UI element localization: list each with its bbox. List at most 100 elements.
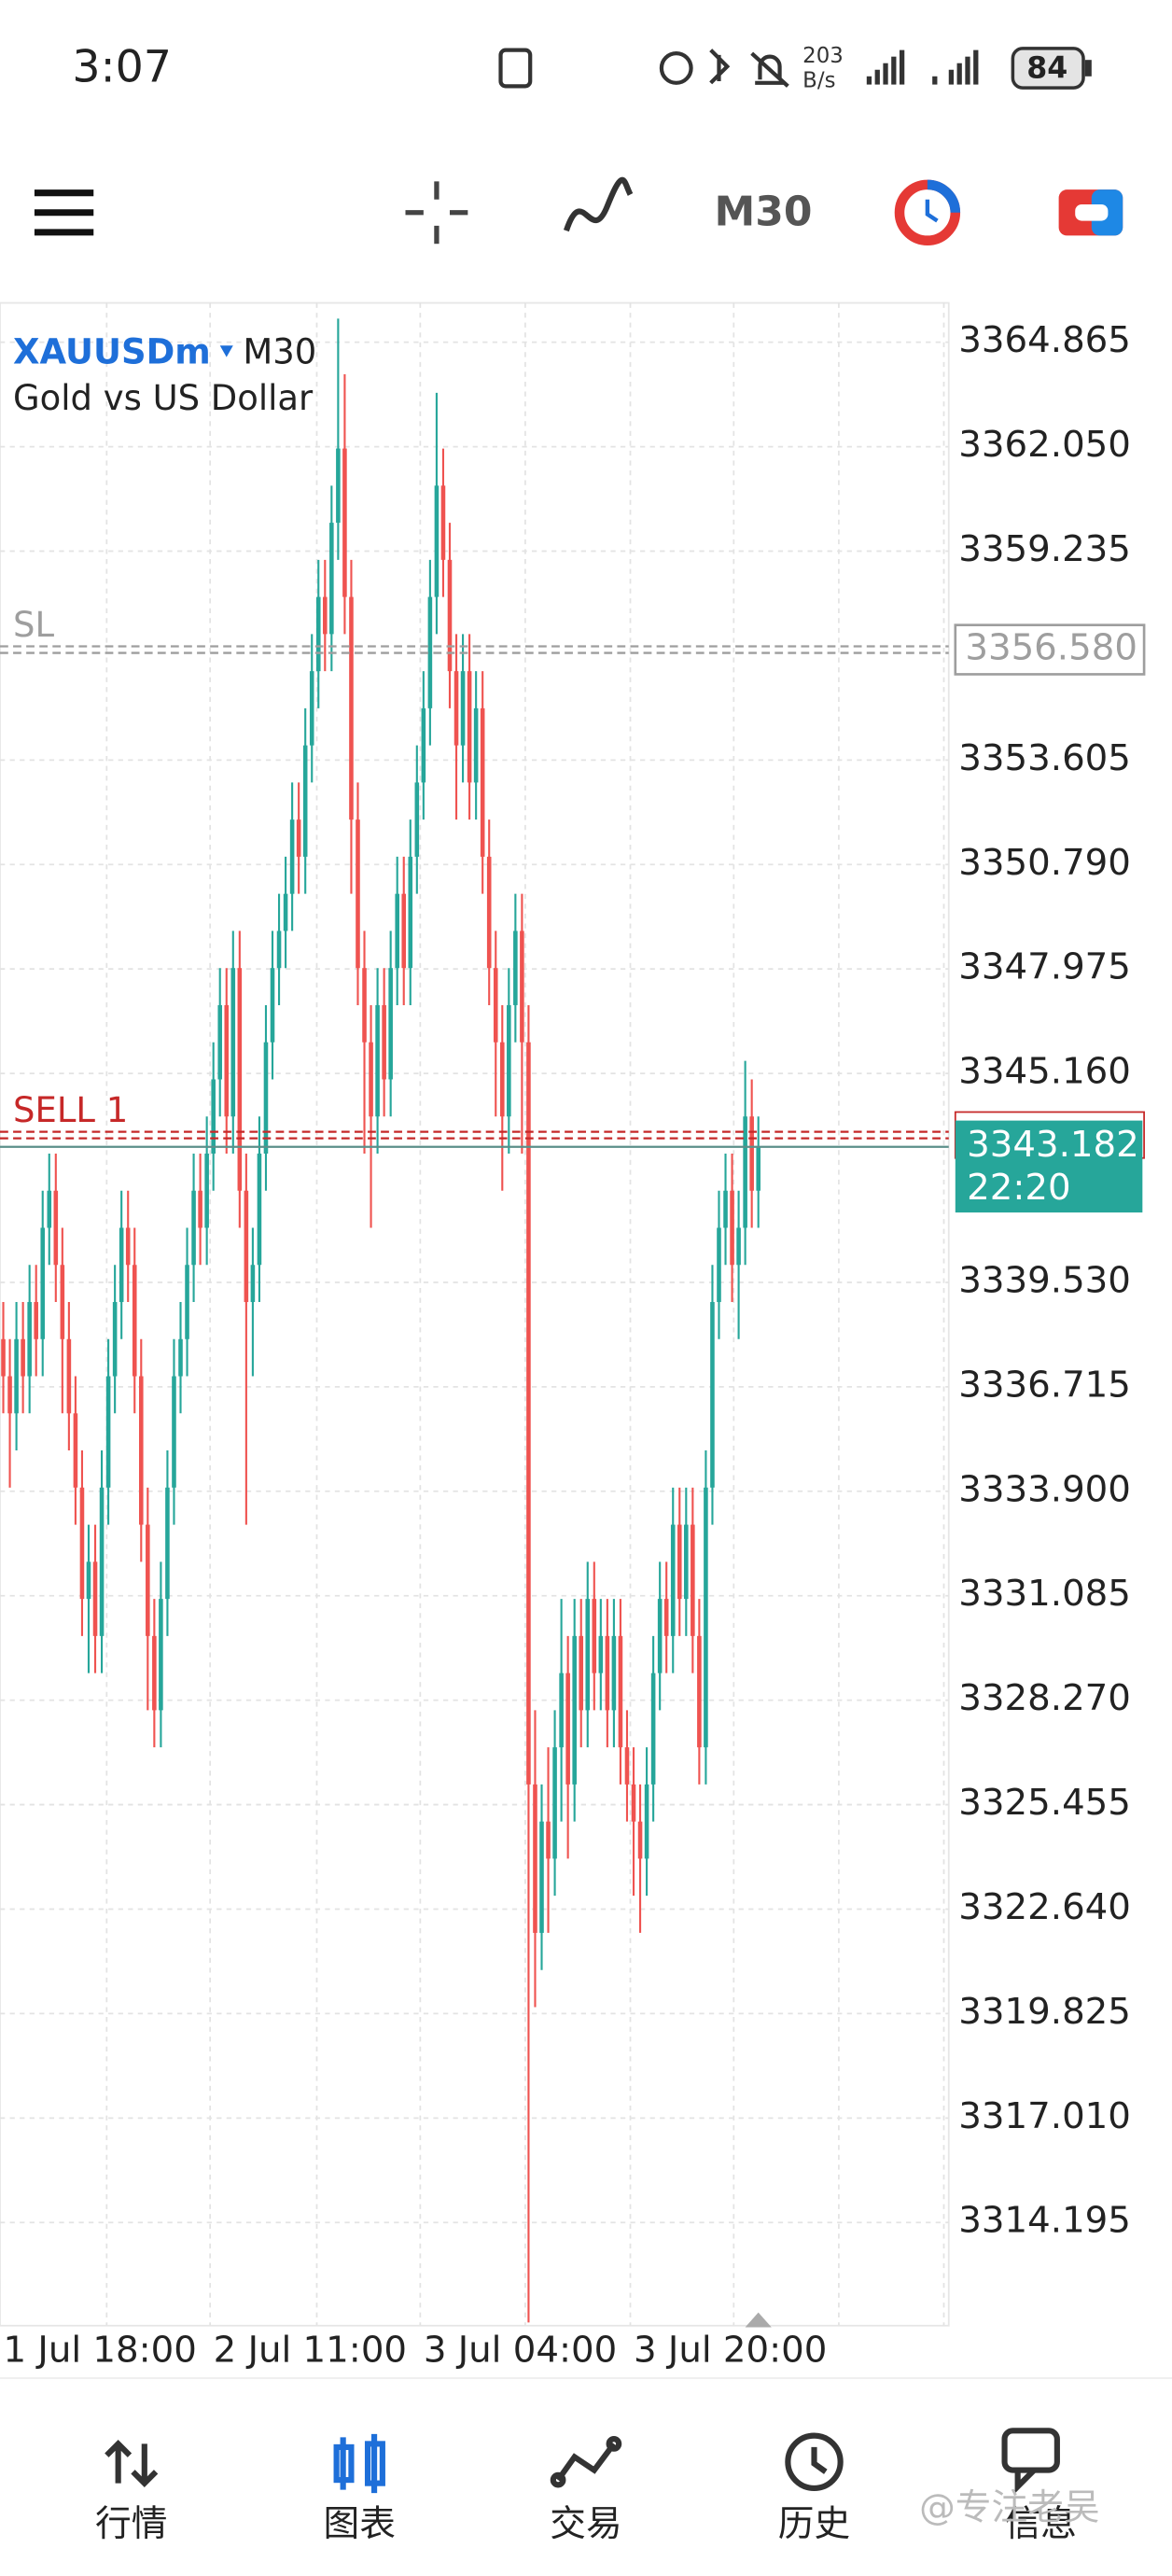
candle-body: [34, 1302, 38, 1339]
candle-body: [513, 931, 518, 1005]
nav-label[interactable]: 行情: [95, 2503, 167, 2545]
candle-body: [47, 1190, 52, 1228]
candle-body: [217, 1004, 223, 1080]
y-tick-label: 3345.160: [958, 1051, 1131, 1093]
candle-body: [257, 1153, 262, 1266]
candle-body: [329, 523, 334, 635]
price-tag: [954, 623, 1146, 676]
indicators-button[interactable]: [563, 176, 634, 232]
symbol-dropdown[interactable]: [219, 345, 233, 357]
candle-body: [375, 1004, 380, 1117]
axis-labels: 3364.865 3362.050 3359.235 3353.605 3350.790…: [4, 319, 1131, 2371]
candle-body: [546, 1821, 551, 1859]
candle-body: [165, 1487, 170, 1600]
candle-body: [283, 893, 288, 931]
y-tick-label: 3362.050: [958, 424, 1131, 466]
y-tick-label: 3359.235: [958, 528, 1131, 570]
candle-body: [520, 931, 524, 1043]
candle-body: [650, 1673, 656, 1785]
objects-button[interactable]: [894, 179, 961, 245]
candle-body: [533, 1784, 537, 1933]
order-line-name: SELL 1: [13, 1090, 128, 1130]
candle-body: [631, 1784, 636, 1822]
candle-body: [73, 1413, 78, 1488]
nav-icon-chart[interactable]: [333, 2433, 385, 2494]
candle-body: [382, 1004, 386, 1080]
candle-body: [224, 1004, 230, 1117]
candle-body: [730, 1190, 734, 1266]
symbol-description: Gold vs US Dollar: [13, 378, 314, 418]
candle-body: [572, 1635, 577, 1785]
candle-body: [663, 1599, 669, 1636]
candle-body: [611, 1635, 617, 1711]
candle-body: [605, 1635, 610, 1711]
crosshair-button[interactable]: [405, 181, 468, 245]
nav-label[interactable]: 交易: [550, 2503, 621, 2545]
battery-level: 84: [1026, 52, 1067, 86]
candle-body: [289, 819, 295, 894]
nav-icon-messages[interactable]: [1001, 2428, 1060, 2494]
candle-body: [119, 1227, 124, 1303]
y-tick-label: 3328.270: [958, 1677, 1131, 1719]
candle-body: [598, 1635, 604, 1673]
bottom-nav: 行情 图表 交易 历史 信息: [95, 2503, 1077, 2545]
candle-body: [53, 1190, 59, 1266]
candle-body: [263, 1042, 269, 1154]
candle-body: [710, 1302, 715, 1488]
candle-body: [723, 1190, 728, 1228]
x-tick-label: 3 Jul 20:00: [634, 2329, 827, 2371]
y-tick-label: 3364.865: [958, 319, 1131, 361]
status-time: 3:07: [72, 42, 172, 93]
candle-body: [27, 1302, 32, 1377]
menu-button[interactable]: [34, 189, 94, 236]
nav-icon-history[interactable]: [785, 2432, 844, 2491]
candle-body: [395, 893, 399, 969]
candle-body: [434, 485, 440, 597]
candle-body: [250, 1265, 256, 1303]
signal-icons: [866, 49, 979, 85]
candle-body: [592, 1599, 597, 1673]
candle-body: [473, 707, 479, 783]
battery: [1011, 47, 1085, 90]
candle-body: [499, 1042, 505, 1117]
candle-body: [99, 1487, 105, 1636]
nav-icon-quotes[interactable]: [105, 2440, 159, 2487]
candle-body: [401, 893, 407, 969]
candle-body: [172, 1376, 176, 1488]
candle-body: [460, 671, 466, 746]
nav-icon-trade[interactable]: [550, 2436, 622, 2488]
candle-body: [637, 1821, 643, 1859]
trade-button[interactable]: [1058, 189, 1123, 236]
candle-body: [440, 485, 446, 560]
candle-body: [743, 1116, 747, 1228]
candle-body: [152, 1635, 157, 1711]
candle-body: [323, 596, 328, 635]
candle-body: [388, 968, 393, 1080]
candle-body: [704, 1487, 708, 1748]
nav-label[interactable]: 历史: [778, 2503, 850, 2545]
y-tick-label: 3350.790: [958, 842, 1131, 884]
y-tick-label: 3336.715: [958, 1364, 1131, 1406]
candle-body: [14, 1338, 19, 1414]
candle-body: [644, 1784, 649, 1859]
x-tick-label: 1 Jul 18:00: [4, 2329, 197, 2371]
timeframe-button[interactable]: M30: [715, 189, 813, 236]
nav-label[interactable]: 信息: [1005, 2503, 1077, 2545]
candle-body: [691, 1524, 695, 1636]
candle-body: [421, 707, 426, 783]
net-speed-unit: B/s: [802, 69, 835, 93]
nav-label[interactable]: 图表: [324, 2503, 396, 2545]
candle-body: [414, 782, 420, 857]
candle-body: [309, 671, 314, 746]
symbol[interactable]: XAUUSDm: [13, 332, 211, 372]
candle-body: [191, 1190, 196, 1266]
candle-body: [552, 1747, 557, 1859]
candle-body: [565, 1673, 570, 1785]
candle-body: [40, 1227, 46, 1339]
candle-body: [315, 596, 321, 672]
candle-body: [480, 707, 485, 857]
candle-body: [198, 1190, 202, 1228]
